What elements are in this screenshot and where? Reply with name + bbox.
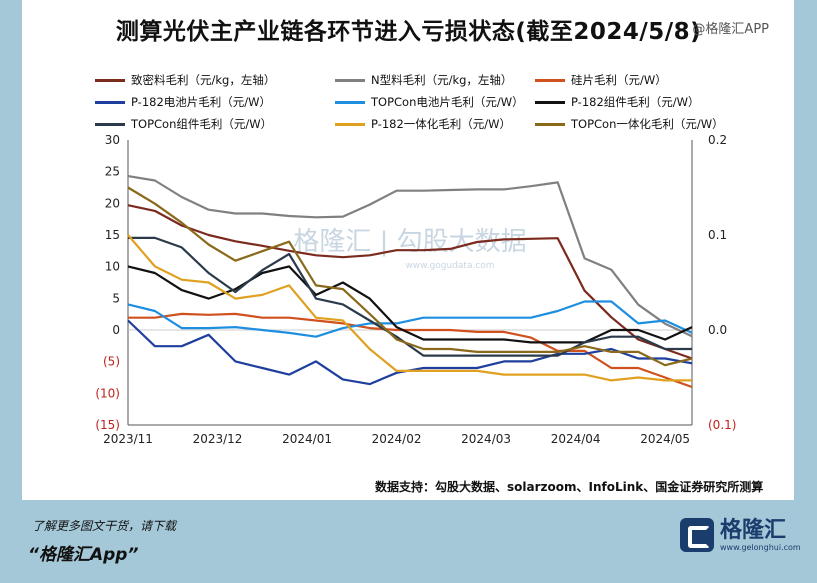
series-line-9: [127, 186, 693, 367]
legend-item: P-182组件毛利（元/W）: [535, 94, 700, 110]
y-left-tick-label: 10: [105, 260, 120, 274]
x-tick-label: 2024/01: [282, 432, 332, 446]
legend-swatch: [335, 100, 365, 104]
legend-swatch: [335, 78, 365, 82]
legend-swatch: [335, 122, 365, 126]
chart-title: 测算光伏主产业链各环节进入亏损状态(截至2024/5/8): [115, 19, 702, 45]
y-right-tick-label: 0.1: [708, 228, 727, 242]
legend-label: N型料毛利（元/kg，左轴）: [371, 73, 513, 87]
series-line-3: [128, 312, 693, 389]
series-line-7: [128, 236, 692, 357]
legend-swatch: [535, 122, 565, 126]
series-line-1: [127, 204, 693, 360]
app-name: “格隆汇App”: [28, 545, 139, 565]
legend-swatch: [95, 100, 125, 104]
x-tick-label: 2024/03: [461, 432, 511, 446]
legend-label: P-182电池片毛利（元/W）: [131, 95, 272, 109]
x-tick-label: 2023/11: [103, 432, 153, 446]
logo-url: www.gelonghui.com: [720, 542, 801, 552]
legend-item: TOPCon一体化毛利（元/W）: [535, 116, 724, 132]
y-left-tick-label: 20: [105, 196, 120, 210]
download-note: 了解更多图文干货，请下载: [32, 519, 177, 533]
legend-swatch: [535, 78, 565, 82]
legend-label: TOPCon组件毛利（元/W）: [131, 117, 273, 131]
legend-item: TOPCon组件毛利（元/W）: [95, 116, 272, 132]
x-tick-label: 2024/02: [372, 432, 422, 446]
data-source: 数据支持：勾股大数据、solarzoom、InfoLink、国金证券研究所测算: [375, 480, 764, 494]
legend-item: TOPCon电池片毛利（元/W）: [335, 94, 524, 110]
legend-item: 致密料毛利（元/kg，左轴）: [95, 72, 275, 88]
series-line-5: [127, 300, 693, 338]
legend-label: 硅片毛利（元/W）: [571, 73, 667, 87]
logo-name: 格隆汇: [720, 517, 787, 543]
watermark-url: www.gogudata.com: [405, 261, 494, 271]
x-tick-label: 2024/04: [551, 432, 601, 446]
legend-label: TOPCon一体化毛利（元/W）: [571, 117, 724, 131]
logo-icon: [680, 518, 714, 552]
y-left-tick-label: 15: [105, 228, 120, 242]
series-line-2: [127, 175, 693, 338]
legend-label: P-182一体化毛利（元/W）: [371, 117, 512, 131]
series-line-6: [127, 265, 693, 344]
legend-label: 致密料毛利（元/kg，左轴）: [131, 73, 276, 87]
y-left-tick-label: (5): [103, 355, 120, 369]
legend-item: N型料毛利（元/kg，左轴）: [335, 72, 512, 88]
legend-item: P-182一体化毛利（元/W）: [335, 116, 511, 132]
legend-swatch: [95, 78, 125, 82]
y-right-tick-label: 0.2: [708, 133, 727, 147]
x-tick-label: 2023/12: [193, 432, 243, 446]
y-left-tick-label: (10): [95, 386, 120, 400]
y-right-tick-label: (0.1): [708, 418, 736, 432]
corner-tag: @格隆汇APP: [692, 22, 769, 37]
legend-label: TOPCon电池片毛利（元/W）: [371, 95, 524, 109]
legend-item: 硅片毛利（元/W）: [535, 72, 667, 88]
y-right-tick-label: 0.0: [708, 323, 727, 337]
y-left-tick-label: 25: [105, 165, 120, 179]
x-tick-label: 2024/05: [640, 432, 690, 446]
legend-item: P-182电池片毛利（元/W）: [95, 94, 271, 110]
legend-swatch: [535, 100, 565, 104]
y-left-tick-label: 5: [112, 291, 120, 305]
series-line-8: [127, 234, 692, 382]
brand-logo: 格隆汇 www.gelonghui.com: [680, 518, 801, 552]
line-chart: 30 25 20 15 10 5 0 (5) (10) (15) 0.2 0.1 0.0 (0.1) 202…: [95, 133, 736, 446]
y-left-tick-label: (15): [95, 418, 120, 432]
y-left-tick-label: 0: [112, 323, 120, 337]
legend-swatch: [95, 122, 125, 126]
legend-label: P-182组件毛利（元/W）: [571, 95, 700, 109]
y-left-tick-label: 30: [105, 133, 120, 147]
watermark-text: 格隆汇 | 勾股大数据: [293, 227, 526, 257]
